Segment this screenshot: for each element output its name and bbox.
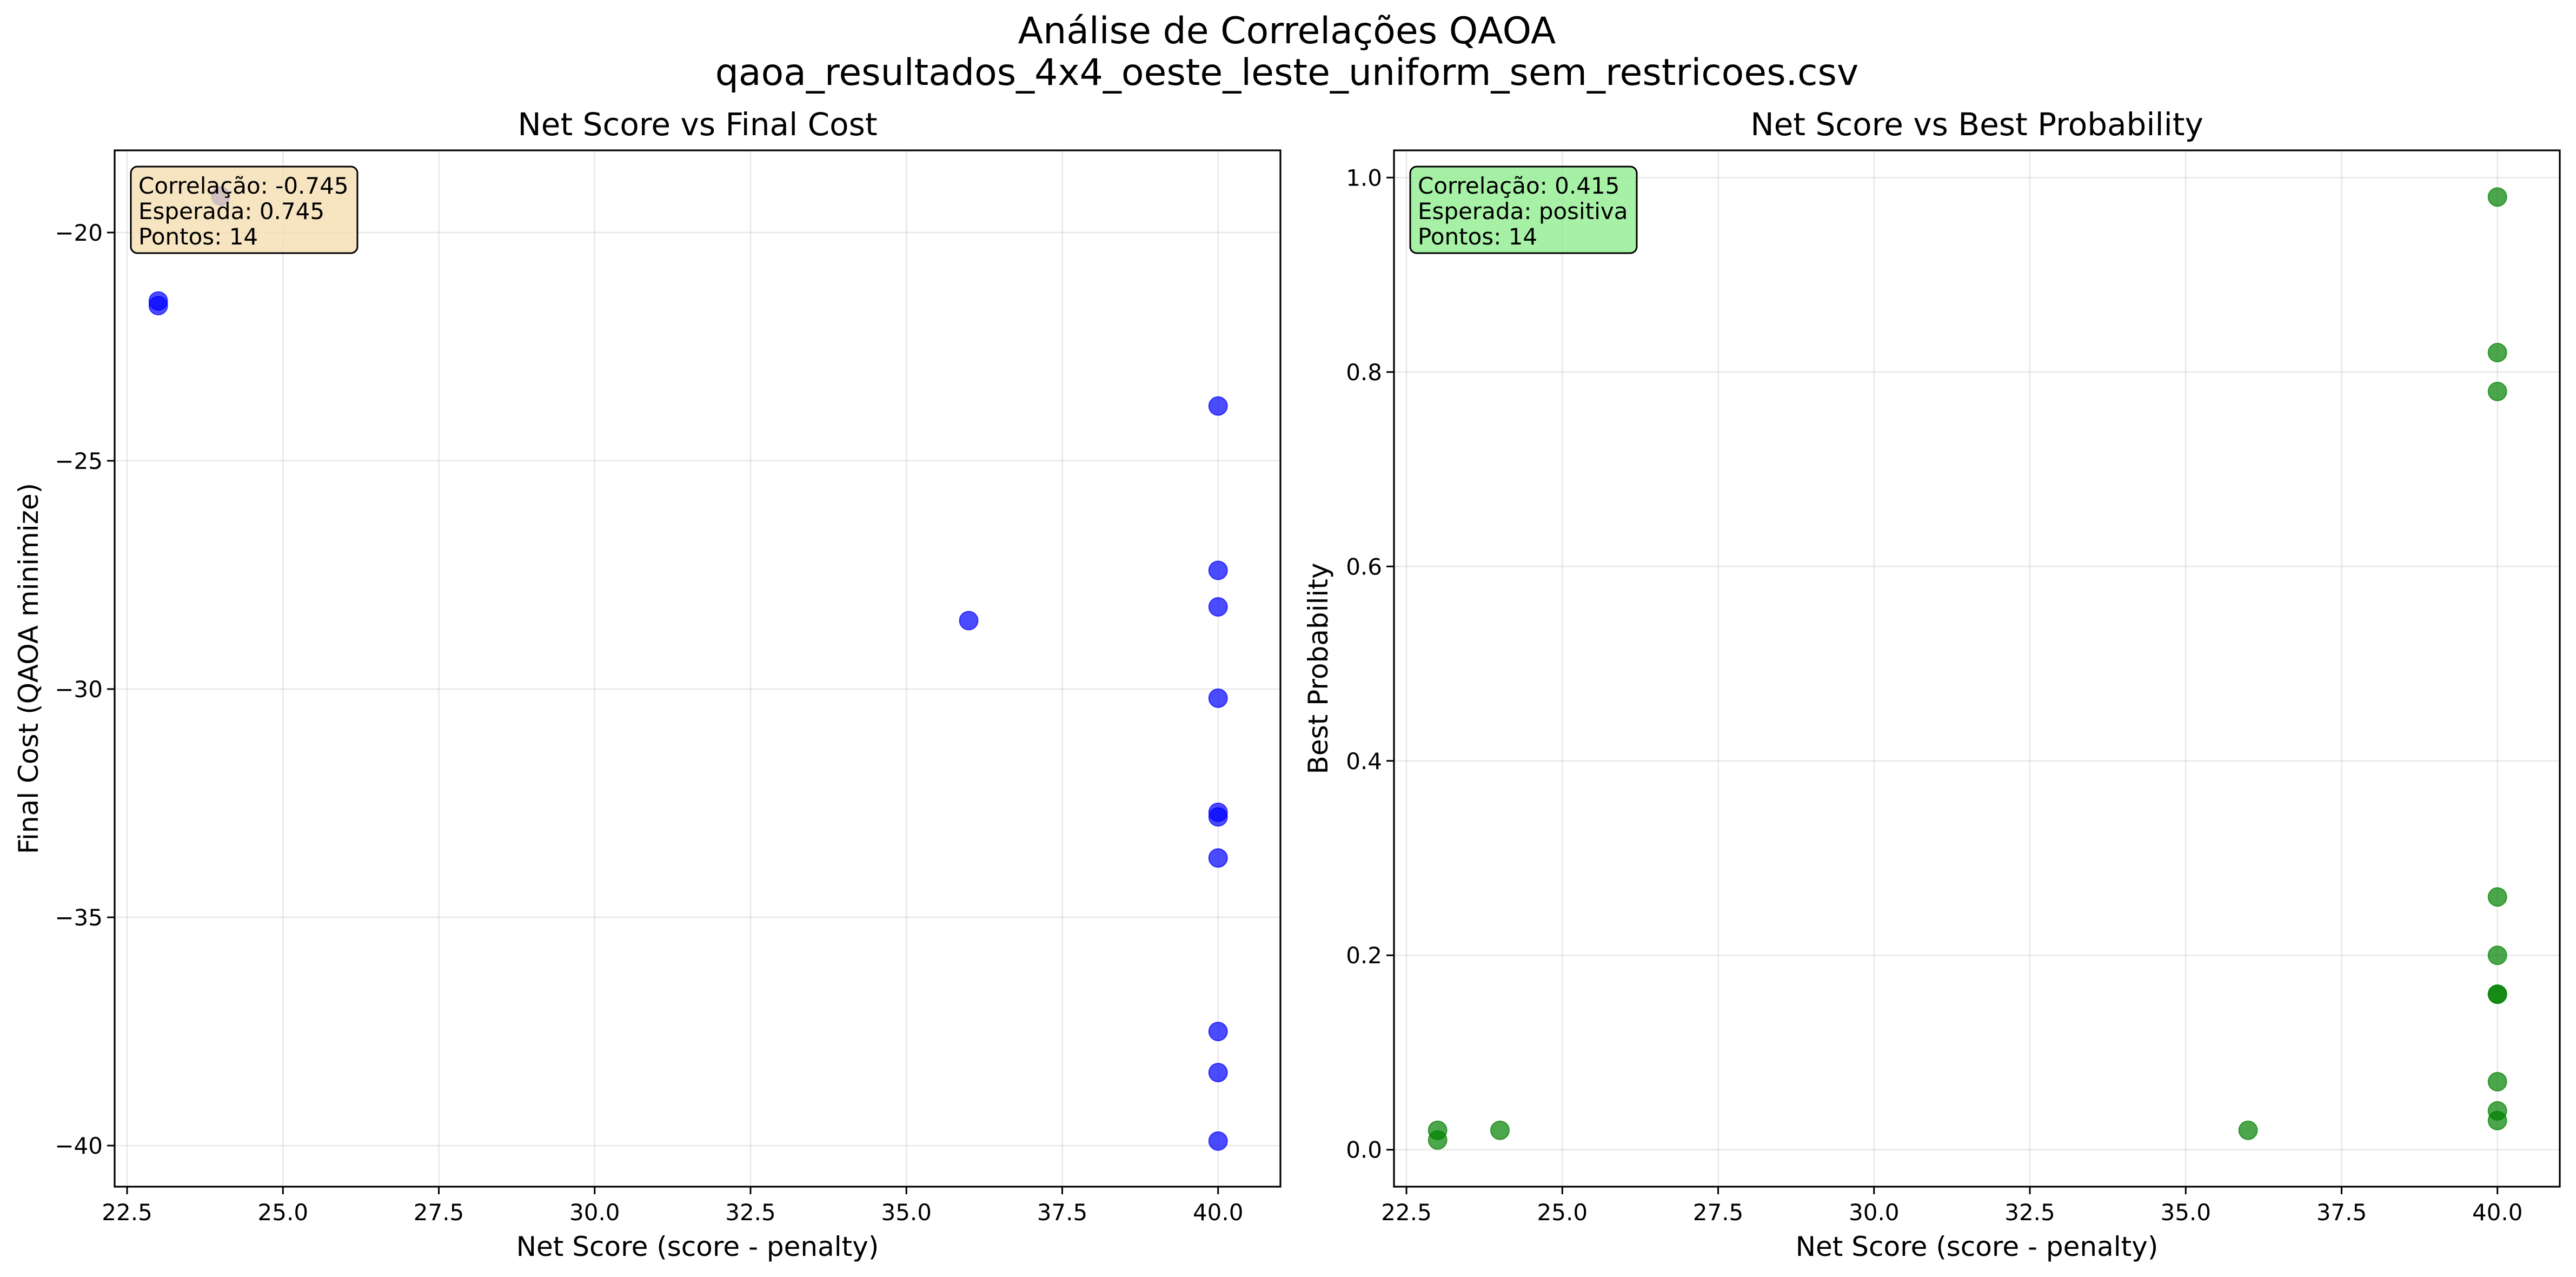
- scatter-point: [1490, 1120, 1510, 1140]
- x-tick-label: 35.0: [881, 1199, 932, 1226]
- y-tick-label: 0.0: [1346, 1137, 1382, 1163]
- annotation-line: Esperada: positiva: [1418, 198, 1628, 224]
- panel-title: Net Score vs Best Probability: [1750, 106, 2203, 143]
- x-tick-label: 40.0: [2472, 1199, 2523, 1226]
- y-tick-label: 0.8: [1346, 359, 1382, 386]
- scatter-point: [2238, 1120, 2258, 1140]
- scatter-point: [1208, 848, 1228, 868]
- scatter-point: [1208, 807, 1228, 827]
- y-tick-label: 0.2: [1346, 942, 1382, 969]
- panel-title: Net Score vs Final Cost: [517, 106, 877, 143]
- annotation-line: Correlação: 0.415: [1418, 173, 1619, 199]
- scatter-point: [959, 611, 979, 631]
- scatter-point: [2487, 984, 2507, 1004]
- y-tick-label: −35: [55, 904, 103, 931]
- y-tick-label: −40: [55, 1133, 103, 1159]
- scatter-point: [2487, 1110, 2507, 1130]
- x-axis-label: Net Score (score - penalty): [1796, 1231, 2159, 1262]
- scatter-point: [2487, 342, 2507, 362]
- x-tick-label: 27.5: [1693, 1199, 1744, 1226]
- scatter-point: [2487, 187, 2507, 207]
- panel-net-score-vs-final-cost: 22.5 25.0 27.5 30.0 32.5 35.0 37.5 40.0 −40 −35 −3…: [13, 106, 1282, 1262]
- x-tick-label: 30.0: [569, 1199, 620, 1226]
- annotation-line: Pontos: 14: [1418, 223, 1537, 250]
- x-tick-label: 27.5: [414, 1199, 464, 1226]
- y-axis-label: Final Cost (QAOA minimize): [13, 483, 44, 854]
- x-tick-label: 35.0: [2160, 1199, 2211, 1226]
- annotation-line: Correlação: -0.745: [138, 173, 349, 199]
- y-axis-label: Best Probability: [1303, 563, 1334, 775]
- scatter-point: [1208, 1131, 1228, 1151]
- scatter-point: [2487, 945, 2507, 965]
- y-tick-label: −25: [55, 448, 103, 474]
- figure-title: Análise de Correlações QAOA: [1018, 10, 1556, 52]
- figure-subtitle: qaoa_resultados_4x4_oeste_leste_uniform_…: [715, 51, 1858, 94]
- annotation-box: [130, 166, 358, 254]
- scatter-point: [1208, 560, 1228, 580]
- annotation-box: [1409, 166, 1638, 254]
- plot-frame: [1393, 149, 2561, 1188]
- annotation-line: Esperada: 0.745: [138, 198, 324, 224]
- x-tick-label: 25.0: [258, 1199, 309, 1226]
- scatter-point: [2487, 887, 2507, 907]
- scatter-point: [1208, 597, 1228, 617]
- plot-frame: [114, 149, 1282, 1188]
- x-tick-label: 30.0: [1849, 1199, 1900, 1226]
- x-axis-label: Net Score (score - penalty): [516, 1231, 879, 1262]
- y-tick-label: 1.0: [1346, 164, 1382, 191]
- x-tick-label: 22.5: [1381, 1199, 1432, 1226]
- scatter-point: [1208, 1022, 1228, 1042]
- x-tick-label: 32.5: [725, 1199, 776, 1226]
- scatter-point: [1208, 1062, 1228, 1082]
- scatter-point: [1208, 396, 1228, 416]
- x-tick-label: 22.5: [102, 1199, 152, 1226]
- scatter-point: [2487, 381, 2507, 401]
- annotation-line: Pontos: 14: [138, 223, 258, 250]
- x-tick-label: 32.5: [2004, 1199, 2055, 1226]
- scatter-point: [148, 295, 168, 315]
- scatter-point: [1208, 688, 1228, 708]
- x-tick-label: 37.5: [1037, 1199, 1088, 1226]
- panel-net-score-vs-best-probability: 22.5 25.0 27.5 30.0 32.5 35.0 37.5 40.0 0.0 0.2 0.…: [1303, 106, 2561, 1262]
- y-tick-label: −30: [55, 676, 103, 703]
- scatter-point: [2487, 1071, 2507, 1091]
- x-tick-label: 25.0: [1537, 1199, 1588, 1226]
- scatter-point: [1428, 1130, 1448, 1150]
- x-tick-label: 37.5: [2316, 1199, 2367, 1226]
- y-tick-label: 0.6: [1346, 553, 1382, 580]
- x-tick-label: 40.0: [1193, 1199, 1244, 1226]
- y-tick-label: 0.4: [1346, 748, 1382, 775]
- y-tick-label: −20: [55, 220, 103, 246]
